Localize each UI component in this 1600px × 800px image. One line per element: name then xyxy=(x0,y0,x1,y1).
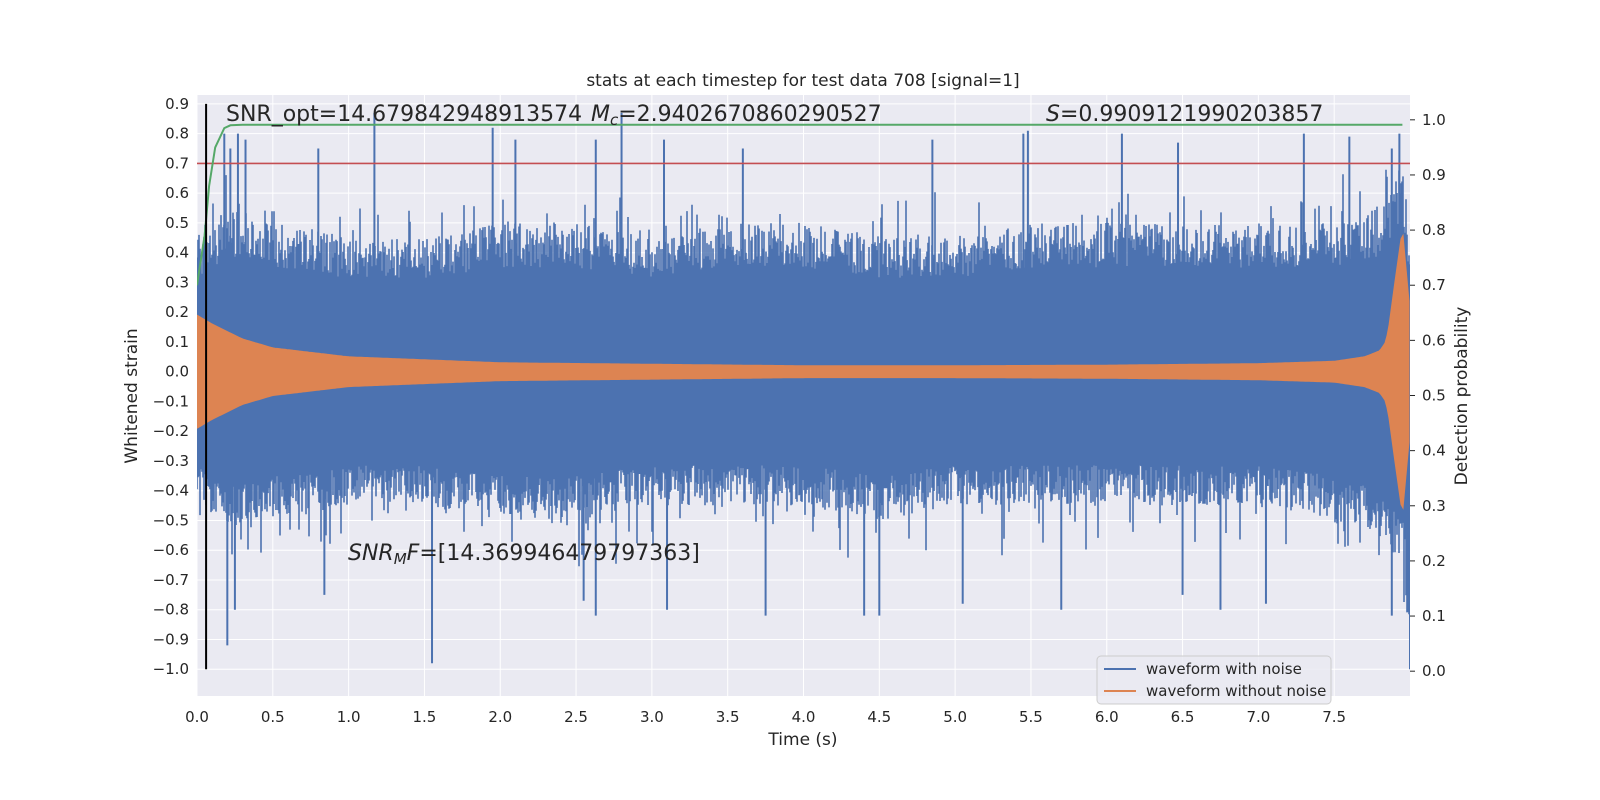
y-left-tick-label: −1.0 xyxy=(153,660,189,678)
snr-mf-symbol: SNR xyxy=(348,541,394,566)
chirp-mass-symbol: M xyxy=(591,102,610,127)
y-left-tick-label: −0.9 xyxy=(153,630,189,648)
snr-mf-annotation: SNRMF=[14.369946479797363] xyxy=(348,541,700,568)
x-tick-label: 3.0 xyxy=(640,708,664,726)
legend-box xyxy=(1096,655,1332,705)
chirp-mass-value: =2.9402670860290527 xyxy=(618,102,881,127)
x-tick-label: 6.5 xyxy=(1171,708,1195,726)
y-left-tick-label: −0.8 xyxy=(153,601,189,619)
y-right-axis-ticks: 1.0 0.9 0.8 0.7 0.6 0.5 0.4 0.3 0.2 0.1 0.0 xyxy=(1410,111,1446,680)
y-right-tick-label: 0.8 xyxy=(1422,221,1446,239)
chart-title: stats at each timestep for test data 708… xyxy=(586,71,1019,91)
y-left-tick-label: 0.3 xyxy=(165,273,189,291)
y-left-tick-label: 0.9 xyxy=(165,95,189,113)
y-left-tick-label: −0.1 xyxy=(153,392,189,410)
x-tick-label: 5.5 xyxy=(1019,708,1043,726)
y-right-tick-label: 0.3 xyxy=(1422,497,1446,515)
x-tick-label: 1.5 xyxy=(413,708,437,726)
x-tick-label: 2.5 xyxy=(564,708,588,726)
snr-opt-annotation: SNR_opt=14.679842948913574 xyxy=(226,102,582,127)
y-left-tick-label: 0.1 xyxy=(165,333,189,351)
detection-probability-line xyxy=(197,123,1403,286)
y-right-tick-label: 0.4 xyxy=(1422,442,1446,460)
score-value: =0.9909121990203857 xyxy=(1060,102,1323,127)
y-left-tick-label: 0.2 xyxy=(165,303,189,321)
x-tick-label: 3.5 xyxy=(716,708,740,726)
snr-mf-subscript: M xyxy=(394,550,407,568)
x-tick-label: 5.0 xyxy=(943,708,967,726)
score-annotation: S=0.9909121990203857 xyxy=(1046,102,1323,127)
y-right-tick-label: 0.7 xyxy=(1422,276,1446,294)
y-left-tick-label: −0.3 xyxy=(153,452,189,470)
score-symbol: S xyxy=(1046,102,1060,127)
legend: waveform with noise waveform without noi… xyxy=(1096,655,1332,705)
x-tick-label: 4.5 xyxy=(867,708,891,726)
x-axis-ticks: 0.0 0.5 1.0 1.5 2.0 2.5 3.0 3.5 4.0 4.5 5.0 5.5 6.0 6… xyxy=(185,708,1346,726)
legend-label-noisy: waveform with noise xyxy=(1146,660,1302,678)
y-left-tick-label: 0.6 xyxy=(165,184,189,202)
y-left-tick-label: −0.6 xyxy=(153,541,189,559)
y-left-tick-label: 0.8 xyxy=(165,125,189,143)
chirp-mass-subscript: c xyxy=(610,111,619,129)
y-left-tick-label: −0.5 xyxy=(153,511,189,529)
x-tick-label: 0.5 xyxy=(261,708,285,726)
y-right-tick-label: 0.6 xyxy=(1422,331,1446,349)
y-left-tick-label: −0.2 xyxy=(153,422,189,440)
snr-mf-value: =[14.369946479797363] xyxy=(419,541,700,566)
y-left-axis-label: Whitened strain xyxy=(122,328,142,463)
x-tick-label: 2.0 xyxy=(488,708,512,726)
x-tick-label: 6.0 xyxy=(1095,708,1119,726)
y-right-tick-label: 0.2 xyxy=(1422,552,1446,570)
y-right-tick-label: 0.5 xyxy=(1422,387,1446,405)
y-left-axis-ticks: 0.9 0.8 0.7 0.6 0.5 0.4 0.3 0.2 0.1 0.0 −0.1 −0.2 −0… xyxy=(153,95,189,678)
y-right-axis-label: Detection probability xyxy=(1452,307,1472,486)
y-right-tick-label: 1.0 xyxy=(1422,111,1446,129)
y-left-tick-label: 0.0 xyxy=(165,363,189,381)
data-layer xyxy=(197,112,1410,670)
y-right-tick-label: 0.9 xyxy=(1422,166,1446,184)
y-right-tick-label: 0.1 xyxy=(1422,607,1446,625)
y-left-tick-label: 0.5 xyxy=(165,214,189,232)
chirp-mass-annotation: Mc=2.9402670860290527 xyxy=(591,102,882,129)
x-tick-label: 7.5 xyxy=(1322,708,1346,726)
legend-label-clean: waveform without noise xyxy=(1146,682,1326,700)
x-tick-label: 7.0 xyxy=(1246,708,1270,726)
x-tick-label: 0.0 xyxy=(185,708,209,726)
x-tick-label: 1.0 xyxy=(337,708,361,726)
x-tick-label: 4.0 xyxy=(792,708,816,726)
snr-mf-symbol-tail: F xyxy=(407,541,420,566)
y-left-tick-label: −0.4 xyxy=(153,482,189,500)
y-left-tick-label: −0.7 xyxy=(153,571,189,589)
x-axis-label: Time (s) xyxy=(767,730,837,750)
clean-waveform-band xyxy=(197,233,1410,510)
y-left-tick-label: 0.4 xyxy=(165,244,189,262)
y-right-tick-label: 0.0 xyxy=(1422,662,1446,680)
y-left-tick-label: 0.7 xyxy=(165,154,189,172)
